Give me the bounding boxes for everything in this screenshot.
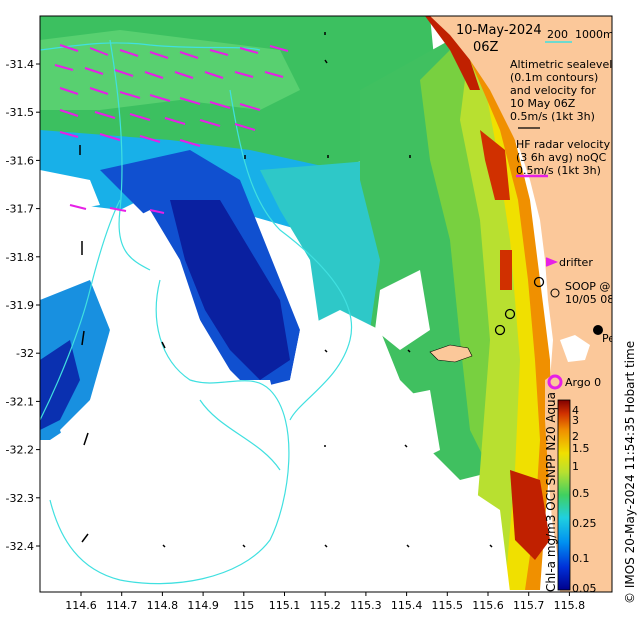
colorbar-tick: 4 bbox=[572, 404, 579, 417]
x-tick-label: 115 bbox=[233, 599, 254, 612]
sealevel-contours bbox=[40, 39, 353, 585]
scale-label-right: 1000m bbox=[575, 28, 614, 41]
altimetry-legend-line-5: 0.5m/s (1kt 3h) bbox=[510, 110, 595, 123]
y-tick-label: -31.5 bbox=[6, 106, 34, 119]
altimetry-legend-line-1: Altimetric sealevel bbox=[510, 58, 612, 71]
perth-marker bbox=[593, 325, 603, 335]
soop-track bbox=[494, 276, 560, 336]
rottnest-island bbox=[429, 344, 473, 363]
y-tick-label: -31.7 bbox=[6, 203, 34, 216]
colorbar-label: Chl-a mg/m3 OCI SNPP N20 Aqua bbox=[544, 392, 558, 592]
hf-legend-line-3: 0.5m/s (1kt 3h) bbox=[516, 164, 601, 177]
colorbar-tick: 1.5 bbox=[572, 442, 590, 455]
estuary-inlet bbox=[560, 335, 590, 362]
missing-data bbox=[40, 170, 510, 592]
y-tick-label: -31.6 bbox=[6, 154, 34, 167]
x-tick-label: 114.8 bbox=[147, 599, 179, 612]
y-tick-label: -32.1 bbox=[6, 395, 34, 408]
city-label: Perth bbox=[602, 332, 631, 345]
altimetry-legend-line-3: and velocity for bbox=[510, 84, 596, 97]
altimetry-legend-line-2: (0.1m contours) bbox=[510, 71, 598, 84]
colorbar-tick: 3 bbox=[572, 414, 579, 427]
colorbar-tick: 2 bbox=[572, 430, 579, 443]
x-tick-label: 114.9 bbox=[187, 599, 219, 612]
y-tick-label: -32.3 bbox=[6, 492, 34, 505]
map-area: 10-May-2024 06Z 200 1000m Altimetric sea… bbox=[40, 16, 639, 592]
soop-label-line-1: SOOP @1h to bbox=[565, 280, 639, 293]
copyright-stamp: © IMOS 20-May-2024 11:54:35 Hobart time bbox=[623, 341, 637, 604]
y-tick-label: -31.9 bbox=[6, 299, 34, 312]
argo-label: Argo 0 bbox=[565, 376, 601, 389]
x-tick-label: 115.2 bbox=[309, 599, 341, 612]
x-tick-label: 115.1 bbox=[269, 599, 301, 612]
x-axis: 114.6 114.7 114.8 114.9 115 115.1 115.2 115.3 11… bbox=[65, 592, 585, 612]
y-tick-label: -32.4 bbox=[6, 540, 34, 553]
y-tick-label: -31.4 bbox=[6, 58, 34, 71]
x-tick-label: 114.7 bbox=[106, 599, 138, 612]
altimetry-legend-line-4: 10 May 06Z bbox=[510, 97, 576, 110]
y-tick-label: -32 bbox=[16, 347, 34, 360]
hf-legend-line-2: (3 6h avg) noQC bbox=[516, 151, 607, 164]
colorbar-tick: 0.25 bbox=[572, 517, 597, 530]
x-tick-label: 115.3 bbox=[350, 599, 382, 612]
hf-radar-arrows bbox=[54, 44, 289, 214]
x-tick-label: 115.4 bbox=[391, 599, 423, 612]
y-tick-label: -31.8 bbox=[6, 251, 34, 264]
map-date: 10-May-2024 bbox=[456, 23, 542, 38]
y-axis: -31.4 -31.5 -31.6 -31.7 -31.8 -31.9 -32 -32.1 -3… bbox=[6, 58, 40, 553]
x-tick-label: 115.5 bbox=[432, 599, 464, 612]
drifter-marker bbox=[545, 257, 559, 267]
map-hour: 06Z bbox=[473, 40, 499, 55]
colorbar-gradient bbox=[557, 399, 571, 591]
x-tick-label: 114.6 bbox=[65, 599, 97, 612]
map-frame bbox=[39, 15, 613, 593]
x-tick-label: 115.6 bbox=[472, 599, 504, 612]
y-tick-label: -32.2 bbox=[6, 444, 34, 457]
colorbar-tick: 0.5 bbox=[572, 487, 590, 500]
hf-legend-line-1: HF radar velocity bbox=[516, 138, 611, 151]
soop-label-line-2: 10/05 08Z bbox=[565, 293, 622, 306]
garden-island bbox=[545, 375, 556, 440]
x-tick-label: 115.7 bbox=[513, 599, 545, 612]
argo-float-marker bbox=[547, 374, 563, 390]
scale-label-left: 200 bbox=[547, 28, 568, 41]
colorbar-tick: 1 bbox=[572, 460, 579, 473]
colorbar-tick: 0.1 bbox=[572, 552, 590, 565]
colorbar-tick: 0.05 bbox=[572, 582, 597, 595]
colorbar: 4 3 2 1.5 1 0.5 0.25 0.1 0.05 Chl-a mg/m… bbox=[544, 392, 597, 595]
x-tick-label: 115.8 bbox=[554, 599, 586, 612]
drifter-label: drifter bbox=[559, 256, 593, 269]
altimetry-arrows bbox=[79, 32, 493, 548]
